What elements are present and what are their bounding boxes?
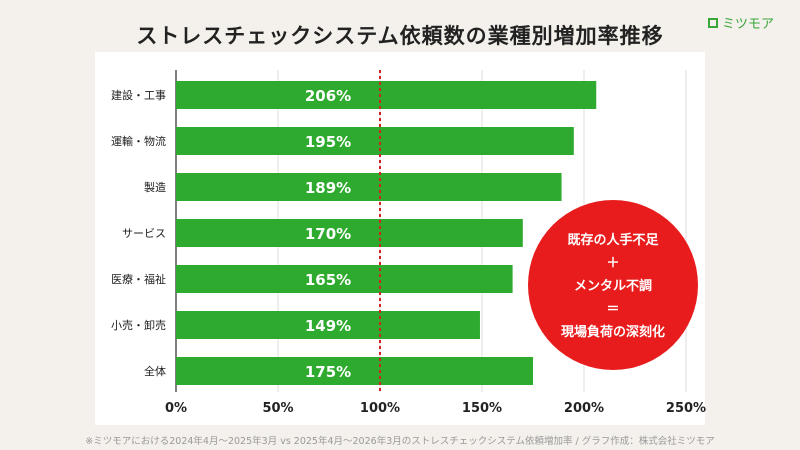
data-label: 175%: [305, 363, 351, 381]
category-label: 製造: [144, 180, 166, 194]
bar: [176, 81, 597, 109]
callout-circle: [528, 200, 698, 370]
bar: [176, 357, 533, 385]
logo: ミツモア: [708, 13, 774, 32]
logo-icon: [708, 17, 718, 28]
x-tick-label: 250%: [666, 401, 706, 416]
bar: [176, 173, 562, 201]
bar: [176, 127, 574, 155]
callout-text: ＋: [606, 256, 619, 271]
category-label: 医療・福祉: [111, 272, 166, 286]
callout-text: ＝: [606, 302, 619, 317]
x-tick-label: 50%: [262, 401, 293, 416]
chart-title: ストレスチェックシステム依頼数の業種別増加率推移: [136, 24, 664, 48]
logo-text: ミツモア: [722, 17, 775, 32]
data-label: 189%: [305, 179, 351, 197]
callout-text: 現場負荷の深刻化: [561, 324, 665, 340]
x-tick-label: 150%: [462, 401, 502, 416]
x-tick-label: 200%: [564, 401, 604, 416]
data-label: 206%: [305, 87, 351, 105]
data-label: 170%: [305, 225, 351, 243]
data-label: 149%: [305, 317, 351, 335]
category-label: 建設・工事: [111, 88, 166, 102]
x-tick-label: 100%: [360, 401, 400, 416]
x-tick-label: 0%: [165, 401, 187, 416]
bar: [176, 311, 480, 339]
callout-text: 既存の人手不足: [567, 232, 659, 248]
category-label: サービス: [122, 227, 166, 240]
bar: [176, 265, 513, 293]
category-label: 運輸・物流: [111, 134, 166, 148]
category-label: 小売・卸売: [111, 318, 166, 332]
callout-text: メンタル不調: [574, 278, 652, 294]
data-label: 165%: [305, 271, 351, 289]
footnote: ※ミツモアにおける2024年4月～2025年3月 vs 2025年4月～2026…: [85, 436, 715, 447]
bar: [176, 219, 523, 247]
category-label: 全体: [144, 364, 166, 378]
data-label: 195%: [305, 133, 351, 151]
